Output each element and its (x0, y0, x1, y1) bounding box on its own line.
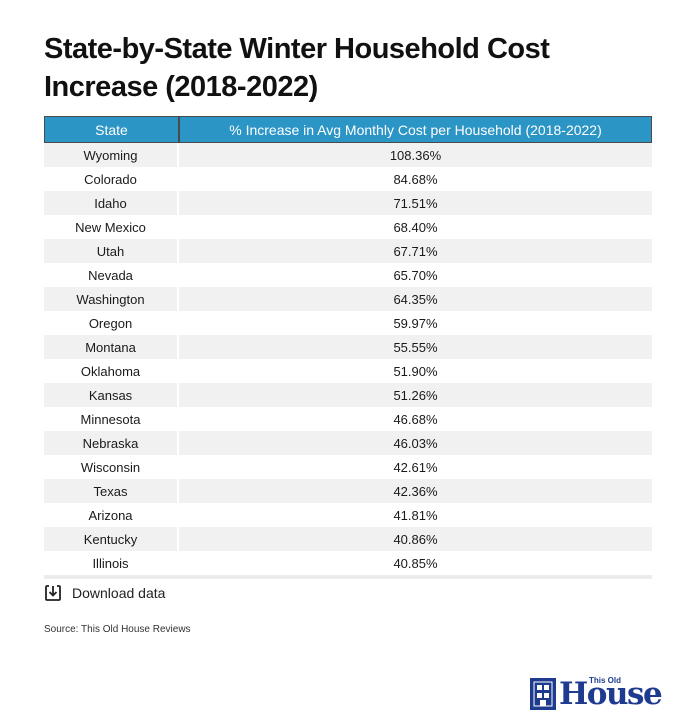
column-header-state: State (44, 116, 179, 143)
house-logo-icon (530, 678, 556, 710)
table-row: Arizona 41.81% (44, 503, 652, 527)
table-row: Montana 55.55% (44, 335, 652, 359)
column-header-increase: % Increase in Avg Monthly Cost per House… (179, 116, 652, 143)
state-cell: Wyoming (44, 143, 179, 167)
increase-cell: 51.26% (179, 383, 652, 407)
state-cell: Wisconsin (44, 455, 179, 479)
increase-cell: 46.03% (179, 431, 652, 455)
increase-cell: 59.97% (179, 311, 652, 335)
state-cell: Oregon (44, 311, 179, 335)
table-row: Nevada 65.70% (44, 263, 652, 287)
state-cell: Idaho (44, 191, 179, 215)
increase-cell: 71.51% (179, 191, 652, 215)
increase-cell: 46.68% (179, 407, 652, 431)
table-row: Illinois 40.85% (44, 551, 652, 575)
table-row: Idaho 71.51% (44, 191, 652, 215)
state-cell: New Mexico (44, 215, 179, 239)
state-cell: Texas (44, 479, 179, 503)
table-row: New Mexico 68.40% (44, 215, 652, 239)
state-cell: Oklahoma (44, 359, 179, 383)
table-row: Texas 42.36% (44, 479, 652, 503)
increase-cell: 42.61% (179, 455, 652, 479)
increase-cell: 51.90% (179, 359, 652, 383)
download-icon (45, 585, 61, 601)
table-row: Minnesota 46.68% (44, 407, 652, 431)
download-data-button[interactable]: Download data (44, 584, 165, 602)
table-row: Wyoming 108.36% (44, 143, 652, 167)
increase-cell: 40.86% (179, 527, 652, 551)
increase-cell: 67.71% (179, 239, 652, 263)
download-data-label: Download data (72, 585, 166, 601)
state-cell: Minnesota (44, 407, 179, 431)
increase-cell: 65.70% (179, 263, 652, 287)
chart-title: State-by-State Winter Household Cost Inc… (44, 33, 550, 103)
state-cell: Utah (44, 239, 179, 263)
state-cell: Illinois (44, 551, 179, 575)
table-row: Utah 67.71% (44, 239, 652, 263)
table-row: Colorado 84.68% (44, 167, 652, 191)
table-row: Nebraska 46.03% (44, 431, 652, 455)
increase-cell: 68.40% (179, 215, 652, 239)
state-cell: Kansas (44, 383, 179, 407)
increase-cell: 55.55% (179, 335, 652, 359)
state-cell: Nebraska (44, 431, 179, 455)
table-row: Oregon 59.97% (44, 311, 652, 335)
table-row: Wisconsin 42.61% (44, 455, 652, 479)
state-cell: Montana (44, 335, 179, 359)
increase-cell: 40.85% (179, 551, 652, 575)
table-bottom-rule (44, 575, 652, 579)
table-row: Washington 64.35% (44, 287, 652, 311)
logo-text-big: House (559, 676, 663, 712)
data-table-container: State % Increase in Avg Monthly Cost per… (44, 116, 652, 579)
state-cell: Nevada (44, 263, 179, 287)
table-row: Kentucky 40.86% (44, 527, 652, 551)
table-row: Kansas 51.26% (44, 383, 652, 407)
data-table: State % Increase in Avg Monthly Cost per… (44, 116, 652, 575)
increase-cell: 42.36% (179, 479, 652, 503)
state-cell: Colorado (44, 167, 179, 191)
increase-cell: 84.68% (179, 167, 652, 191)
state-cell: Washington (44, 287, 179, 311)
increase-cell: 108.36% (179, 143, 652, 167)
table-body: Wyoming 108.36% Colorado 84.68% Idaho 71.51% N… (44, 143, 652, 575)
table-row: Oklahoma 51.90% (44, 359, 652, 383)
increase-cell: 41.81% (179, 503, 652, 527)
state-cell: Kentucky (44, 527, 179, 551)
table-header-row: State % Increase in Avg Monthly Cost per… (44, 116, 652, 143)
state-cell: Arizona (44, 503, 179, 527)
this-old-house-logo: This Old House (530, 676, 670, 710)
increase-cell: 64.35% (179, 287, 652, 311)
logo-text-small: This Old (589, 676, 621, 685)
source-note: Source: This Old House Reviews (44, 624, 191, 635)
